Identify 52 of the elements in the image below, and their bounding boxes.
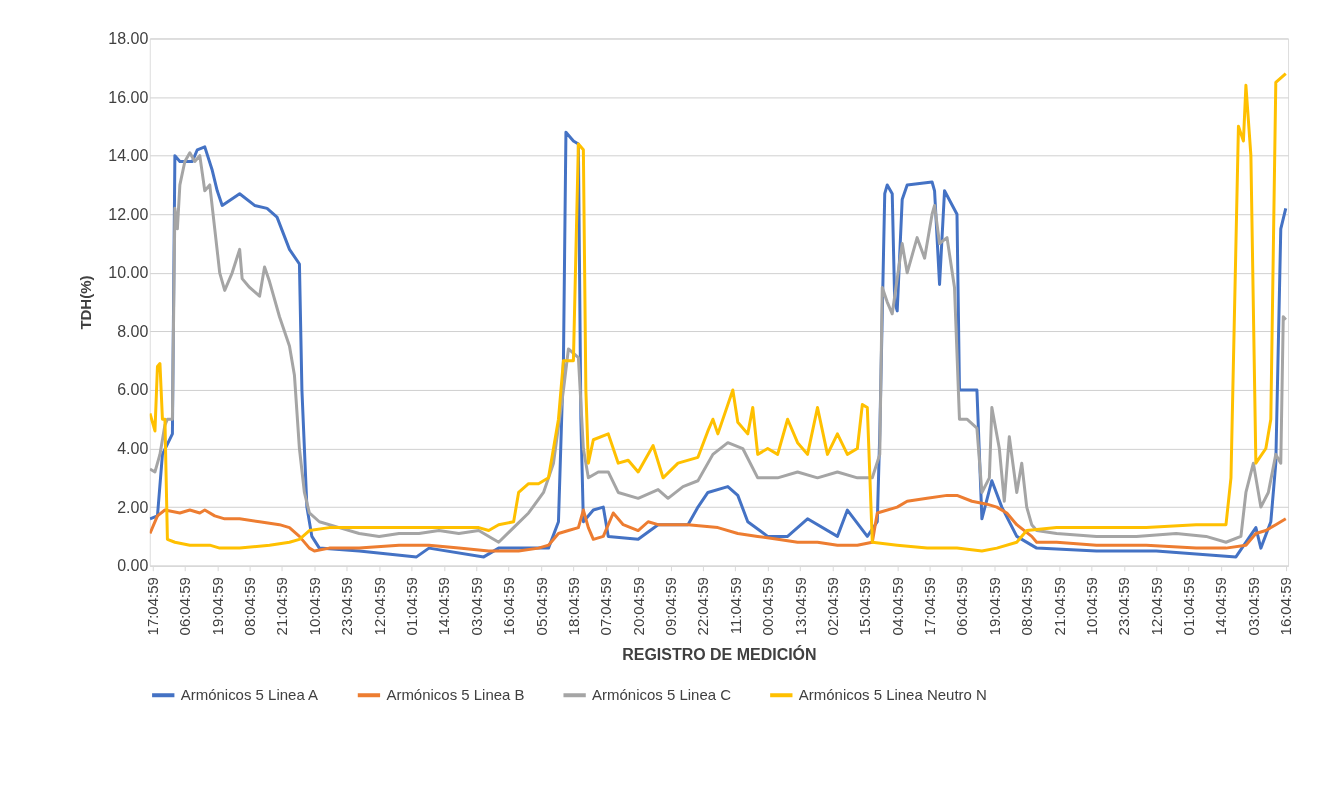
x-tick-label: 07:04:59 bbox=[597, 577, 615, 636]
y-axis-title: TDH(%) bbox=[77, 275, 95, 330]
x-tick-label: 06:04:59 bbox=[176, 577, 194, 636]
x-tick-label: 08:04:59 bbox=[1018, 577, 1036, 636]
x-tick-label: 16:04:59 bbox=[500, 577, 518, 636]
x-tick-label: 20:04:59 bbox=[629, 577, 647, 636]
x-tick-label: 21:04:59 bbox=[273, 577, 291, 636]
x-tick-label: 14:04:59 bbox=[435, 577, 453, 636]
y-tick-label: 18.00 bbox=[108, 29, 149, 47]
x-tick-label: 03:04:59 bbox=[467, 577, 485, 636]
x-tick-label: 19:04:59 bbox=[985, 577, 1003, 636]
x-tick-label: 18:04:59 bbox=[564, 577, 582, 636]
x-tick-label: 13:04:59 bbox=[791, 577, 809, 636]
y-tick-label: 6.00 bbox=[117, 381, 149, 399]
y-tick-label: 4.00 bbox=[117, 440, 149, 458]
x-tick-label: 21:04:59 bbox=[1050, 577, 1068, 636]
y-tick-label: 2.00 bbox=[117, 498, 149, 516]
legend-label: Armónicos 5 Linea Neutro N bbox=[798, 686, 987, 704]
x-tick-label: 01:04:59 bbox=[403, 577, 420, 636]
x-tick-label: 10:04:59 bbox=[1082, 577, 1100, 636]
x-tick-label: 22:04:59 bbox=[694, 577, 712, 636]
x-tick-label: 10:04:59 bbox=[305, 577, 323, 636]
x-tick-label: 06:04:59 bbox=[953, 577, 971, 636]
y-tick-label: 16.00 bbox=[108, 88, 149, 106]
x-tick-label: 16:04:59 bbox=[1277, 577, 1295, 636]
x-tick-label: 23:04:59 bbox=[1115, 577, 1133, 636]
x-tick-label: 04:04:59 bbox=[888, 577, 906, 636]
y-tick-label: 10.00 bbox=[108, 264, 149, 282]
x-tick-label: 17:04:59 bbox=[143, 577, 161, 636]
x-tick-label: 05:04:59 bbox=[532, 577, 550, 636]
x-tick-label: 09:04:59 bbox=[662, 577, 680, 636]
x-tick-label: 12:04:59 bbox=[1147, 577, 1165, 636]
x-tick-label: 17:04:59 bbox=[921, 577, 939, 636]
x-tick-label: 15:04:59 bbox=[856, 577, 874, 636]
x-tick-label: 23:04:59 bbox=[338, 577, 356, 636]
legend-label: Armónicos 5 Linea C bbox=[592, 686, 732, 704]
y-tick-label: 14.00 bbox=[108, 147, 149, 165]
y-tick-label: 8.00 bbox=[117, 322, 149, 340]
x-tick-label: 14:04:59 bbox=[1212, 577, 1230, 636]
y-tick-label: 12.00 bbox=[108, 205, 149, 223]
legend-label: Armónicos 5 Linea B bbox=[386, 686, 525, 704]
x-tick-label: 11:04:59 bbox=[726, 577, 744, 635]
x-tick-label: 01:04:59 bbox=[1180, 577, 1198, 636]
x-tick-label: 08:04:59 bbox=[241, 577, 259, 636]
x-tick-label: 00:04:59 bbox=[759, 577, 777, 636]
x-tick-label: 19:04:59 bbox=[208, 577, 226, 636]
x-tick-label: 02:04:59 bbox=[823, 577, 841, 636]
legend-label: Armónicos 5 Linea A bbox=[180, 686, 319, 704]
y-tick-label: 0.00 bbox=[117, 557, 149, 575]
x-tick-label: 03:04:59 bbox=[1244, 577, 1262, 636]
x-tick-label: 12:04:59 bbox=[370, 577, 388, 636]
x-axis-title: REGISTRO DE MEDICIÓN bbox=[622, 645, 817, 664]
